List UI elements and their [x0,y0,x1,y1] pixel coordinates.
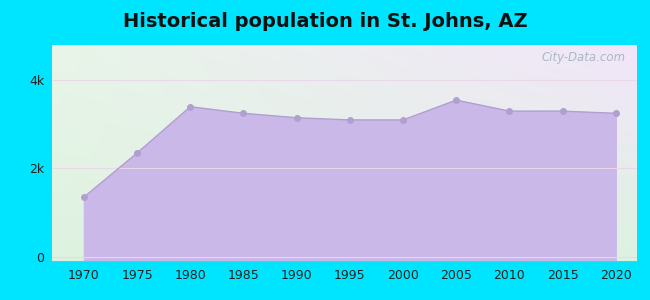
Text: City-Data.com: City-Data.com [541,52,625,64]
Point [504,109,515,113]
Point [291,115,302,120]
Point [451,98,462,103]
Point [239,111,249,116]
Text: Historical population in St. Johns, AZ: Historical population in St. Johns, AZ [123,12,527,31]
Point [185,104,196,109]
Point [79,195,89,200]
Point [398,118,408,122]
Point [132,151,142,155]
Point [610,111,621,116]
Point [557,109,567,113]
Point [344,118,355,122]
